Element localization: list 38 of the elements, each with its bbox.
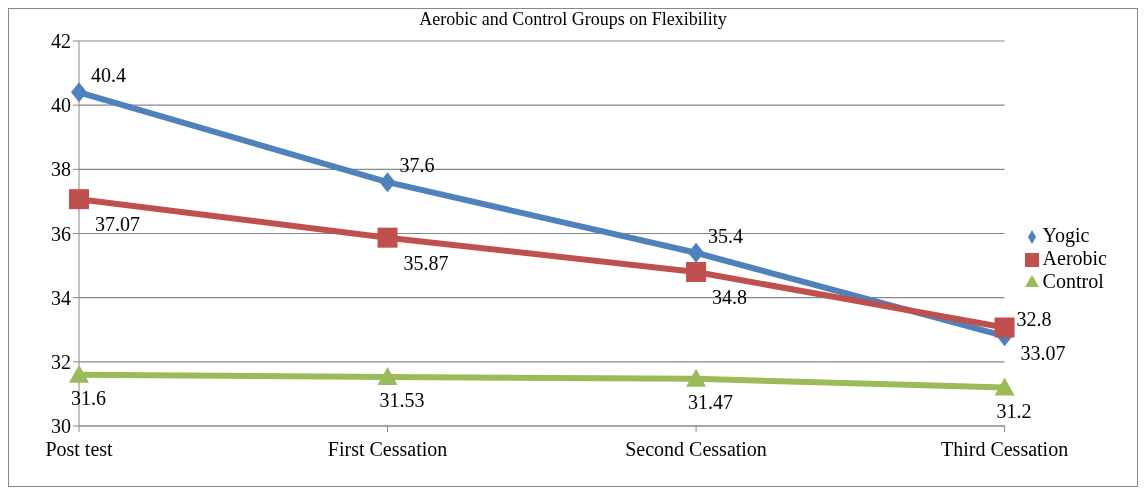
- point: [379, 172, 396, 193]
- data-label: 35.87: [403, 251, 449, 274]
- data-label: 31.53: [379, 388, 425, 411]
- data-label: 31.6: [71, 386, 106, 409]
- y-tick-label: 42: [51, 30, 71, 53]
- data-label: 37.07: [95, 213, 140, 236]
- data-label: 34.8: [712, 286, 748, 308]
- y-tick-label: 30: [51, 415, 71, 438]
- data-label: 31.2: [996, 399, 1032, 422]
- data-label: 35.4: [708, 224, 744, 247]
- x-tick-label: Second Cessation: [625, 438, 767, 461]
- point: [377, 366, 398, 385]
- point: [686, 368, 707, 387]
- legend-label: Yogic: [1042, 224, 1090, 246]
- point: [69, 189, 89, 210]
- chart-title: Aerobic and Control Groups on Flexibility: [418, 9, 728, 31]
- x-tick-label: Post test: [45, 438, 114, 461]
- point: [688, 242, 705, 263]
- data-label: 33.07: [1020, 341, 1066, 364]
- y-tick-label: 40: [51, 94, 71, 117]
- legend-label: Aerobic: [1042, 247, 1107, 269]
- x-tick-label: Third Cessation: [940, 438, 1069, 461]
- data-label: 32.8: [1016, 308, 1052, 331]
- data-label: 31.47: [688, 390, 734, 413]
- y-tick-label: 32: [51, 350, 71, 373]
- point: [69, 364, 89, 383]
- data-label: 37.6: [399, 154, 435, 177]
- y-tick-label: 36: [51, 222, 71, 245]
- point: [686, 262, 707, 282]
- legend-label: Control: [1042, 270, 1104, 292]
- data-label: 40.4: [91, 64, 126, 87]
- x-tick-label: First Cessation: [327, 438, 448, 461]
- point: [994, 377, 1015, 396]
- y-tick-label: 34: [51, 286, 71, 309]
- point: [71, 82, 87, 103]
- y-tick-label: 38: [51, 158, 71, 181]
- point: [377, 227, 398, 248]
- point: [994, 317, 1015, 338]
